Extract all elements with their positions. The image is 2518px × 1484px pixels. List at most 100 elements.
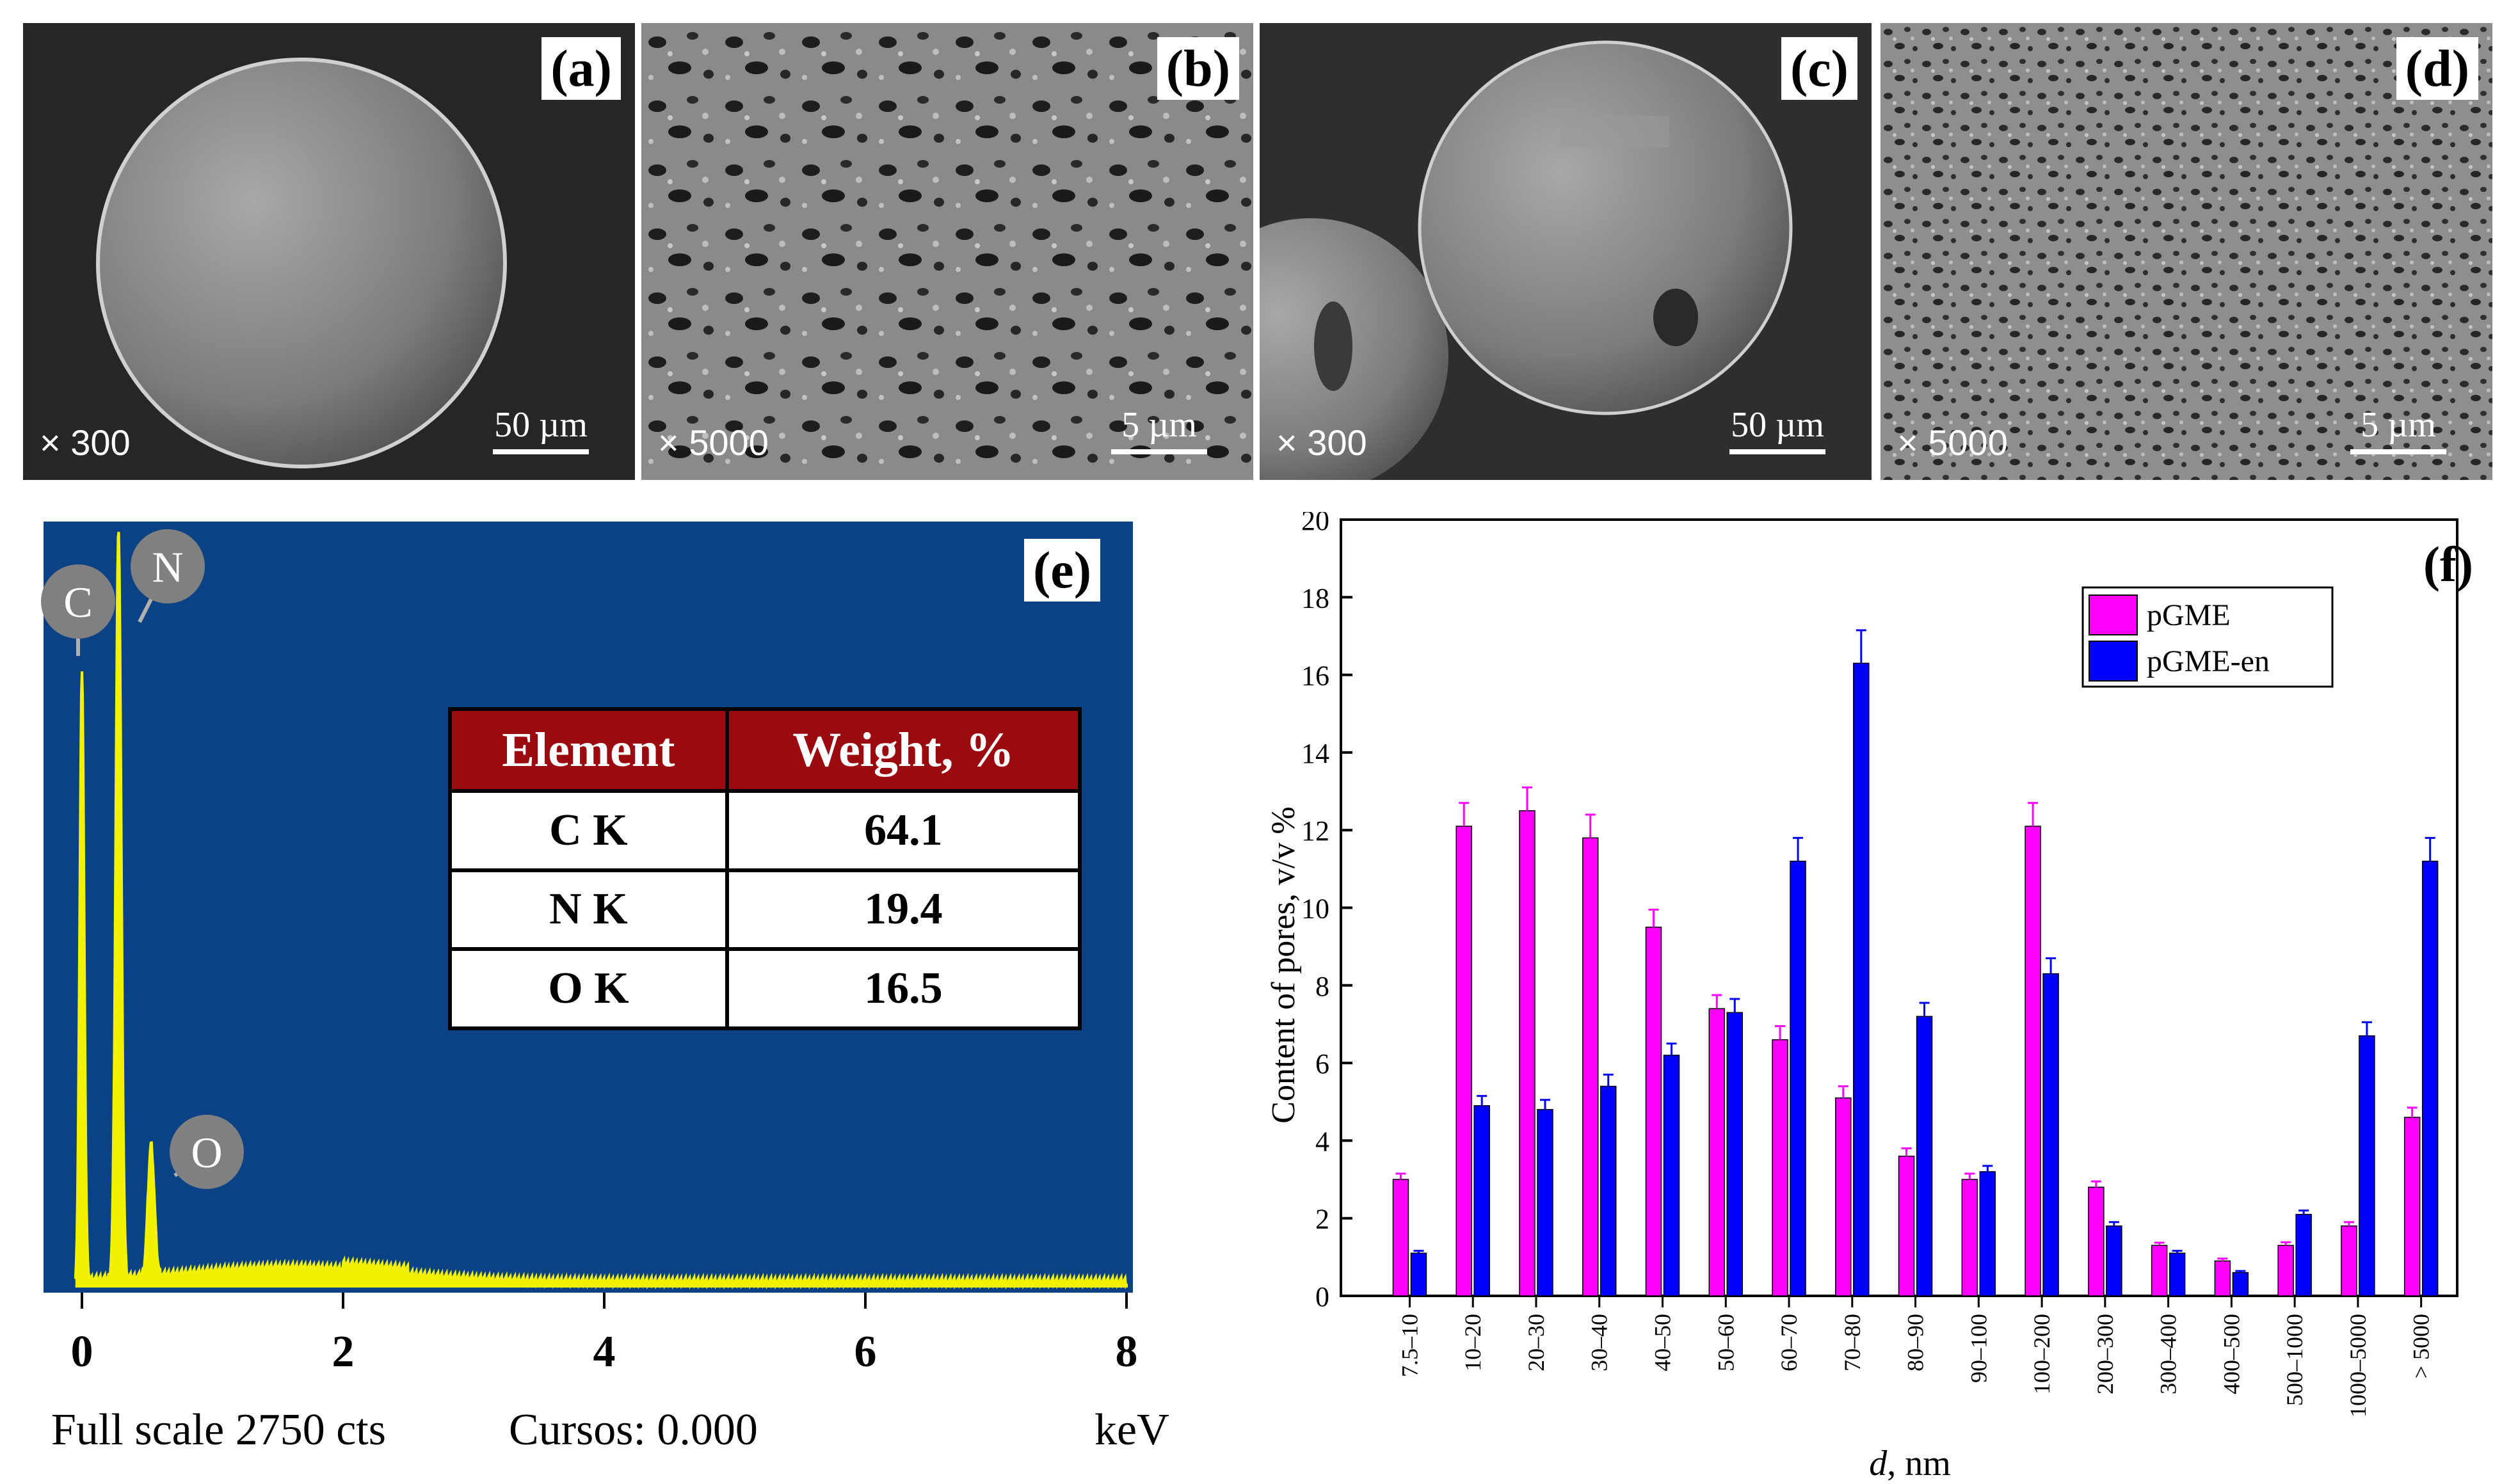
- table-row: C K 64.1: [448, 789, 1082, 872]
- x-tick-label: 300–400: [2156, 1314, 2181, 1394]
- bar-pgme-en: [2359, 1035, 2375, 1297]
- legend-swatch: [2089, 594, 2138, 635]
- eds-x-tick-label: 6: [854, 1327, 877, 1376]
- bar-pgme-en: [1410, 1252, 1427, 1297]
- eds-element: O K: [448, 947, 729, 1030]
- sem-image-d: [1880, 23, 2492, 480]
- microsphere: [98, 60, 505, 467]
- bar-pgme: [1835, 1097, 1852, 1297]
- peak-label-o: O: [191, 1128, 222, 1177]
- bar-pgme: [2341, 1225, 2357, 1297]
- bar-pgme-en: [2106, 1225, 2122, 1297]
- eds-table: Element Weight, % C K 64.1 N K 19.4 O K …: [448, 707, 1082, 1030]
- panel-label-b: (b): [1157, 37, 1239, 100]
- peak-label-n: N: [152, 543, 183, 591]
- sem-panel-a: (a) × 300 50 µm: [23, 23, 635, 480]
- x-tick-label: 80–90: [1903, 1314, 1929, 1371]
- y-tick-label: 10: [1301, 893, 1329, 925]
- y-tick-label: 8: [1315, 971, 1329, 1002]
- microsphere: [1420, 42, 1791, 413]
- scale-bar-b: 5 µm: [1111, 404, 1207, 454]
- table-row: O K 16.5: [448, 947, 1082, 1030]
- y-tick-label: 6: [1315, 1048, 1329, 1080]
- x-tick-label: 100–200: [2029, 1314, 2055, 1394]
- y-tick-label: 2: [1315, 1204, 1329, 1235]
- x-tick-label: 20–30: [1523, 1314, 1549, 1371]
- peak-marker: [41, 564, 115, 639]
- scale-text-d: 5 µm: [2361, 405, 2436, 445]
- bar-pgme: [1898, 1155, 1915, 1297]
- eds-header-element: Element: [448, 707, 729, 793]
- magnification-c: × 300: [1276, 422, 1367, 463]
- eds-full-scale: Full scale 2750 cts: [51, 1405, 386, 1455]
- sem-image-a: [23, 23, 635, 480]
- scale-bar-a: 50 µm: [493, 404, 589, 454]
- panel-label-e: (e): [1024, 539, 1101, 602]
- peak-label-c: C: [63, 578, 92, 626]
- y-tick-label: 18: [1301, 582, 1329, 614]
- bar-pgme-en: [2421, 860, 2439, 1297]
- eds-element: N K: [448, 868, 729, 952]
- bar-pgme: [1519, 810, 1536, 1297]
- chart-x-axis-label: d, nm: [1869, 1444, 1951, 1483]
- bar-pgme: [1772, 1039, 1788, 1297]
- sem-panel-d: (d) × 5000 5 µm: [1880, 23, 2492, 480]
- x-axis-label-unit: , nm: [1887, 1444, 1951, 1483]
- legend-swatch: [2089, 641, 2138, 682]
- bar-pgme: [1582, 837, 1599, 1297]
- sem-panel-c: (c) × 300 50 µm: [1260, 23, 1872, 480]
- chart-y-axis-label: Content of pores, v/v %: [1265, 806, 1302, 1123]
- eds-spectrum-line: [74, 532, 1128, 1290]
- eds-header-weight: Weight, %: [725, 707, 1082, 793]
- bar-pgme-en: [2295, 1213, 2312, 1297]
- panel-label-f: (f): [2423, 536, 2473, 592]
- x-tick-label: 400–500: [2218, 1314, 2244, 1394]
- scale-text-a: 50 µm: [494, 405, 588, 445]
- bar-pgme-en: [1600, 1085, 1617, 1297]
- x-tick-label: 200–300: [2092, 1314, 2118, 1394]
- bar-pgme: [2025, 826, 2041, 1297]
- bar-pgme: [1455, 826, 1472, 1297]
- y-tick-label: 20: [1301, 512, 1329, 536]
- magnification-b: × 5000: [658, 422, 769, 463]
- eds-x-tick-label: 8: [1116, 1327, 1138, 1376]
- bar-pgme-en: [1663, 1055, 1680, 1297]
- bar-pgme: [1392, 1179, 1409, 1297]
- panel-label-a: (a): [541, 37, 621, 100]
- eds-x-tick-label: 4: [593, 1327, 616, 1376]
- bar-pgme-en: [2232, 1272, 2249, 1297]
- eds-x-tick-label: 2: [332, 1327, 355, 1376]
- x-tick-label: 30–40: [1587, 1314, 1612, 1371]
- x-tick-label: 50–60: [1713, 1314, 1738, 1371]
- bar-pgme: [2277, 1245, 2294, 1297]
- legend-label: pGME: [2147, 598, 2231, 632]
- bar-pgme-en: [1853, 662, 1870, 1297]
- bar-pgme-en: [2042, 973, 2059, 1297]
- bar-pgme: [2151, 1245, 2168, 1297]
- eds-weight: 16.5: [725, 947, 1082, 1030]
- scale-text-b: 5 µm: [1121, 405, 1197, 445]
- x-tick-label: 60–70: [1776, 1314, 1802, 1371]
- bar-pgme-en: [1726, 1012, 1744, 1297]
- eds-x-tick-label: 0: [71, 1327, 93, 1376]
- scale-bar-d: 5 µm: [2350, 404, 2446, 454]
- x-tick-label: 10–20: [1460, 1314, 1486, 1371]
- y-tick-label: 0: [1315, 1281, 1329, 1312]
- bar-pgme-en: [1537, 1109, 1553, 1297]
- y-tick-label: 12: [1301, 815, 1329, 847]
- peak-marker: [131, 529, 205, 603]
- x-tick-label: 40–50: [1650, 1314, 1676, 1371]
- bar-pgme-en: [2169, 1252, 2186, 1297]
- eds-unit: keV: [1095, 1405, 1169, 1455]
- bar-pgme-en: [1916, 1016, 1933, 1297]
- y-tick-label: 4: [1315, 1126, 1329, 1157]
- magnification-d: × 5000: [1897, 422, 2008, 463]
- bar-pgme: [2403, 1117, 2421, 1297]
- bar-pgme-en: [1790, 860, 1806, 1297]
- bar-pgme: [2214, 1260, 2231, 1297]
- pore-chart: 0 2 4 6 8 10 12 14 16 18 20 7.5–10 10–20 20–30 30–40 4…: [1265, 512, 2473, 1483]
- bar-pgme: [2088, 1186, 2105, 1297]
- bar-pgme: [1645, 927, 1662, 1297]
- bar-pgme-en: [1473, 1105, 1490, 1297]
- y-tick-label: 14: [1301, 738, 1329, 769]
